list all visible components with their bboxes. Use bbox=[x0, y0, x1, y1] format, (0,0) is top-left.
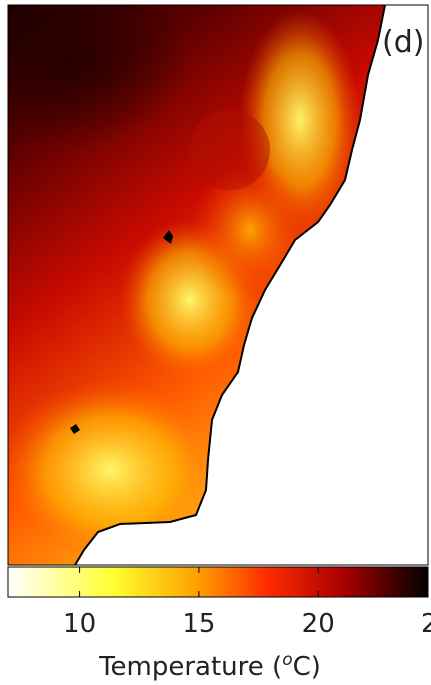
label-unit: C) bbox=[293, 652, 321, 682]
tick-label: 10 bbox=[63, 609, 96, 639]
label-text: Temperature ( bbox=[98, 652, 282, 682]
figure: (d) 10 15 20 25 Temperature (oC) bbox=[0, 0, 431, 685]
tick-label: 20 bbox=[302, 609, 335, 639]
tick-label: 15 bbox=[182, 609, 215, 639]
panel-label: (d) bbox=[382, 25, 424, 60]
tick-label: 25 bbox=[421, 609, 431, 639]
colorbar bbox=[8, 567, 428, 597]
temperature-map bbox=[0, 0, 428, 565]
label-sup: o bbox=[282, 650, 292, 670]
colorbar-label: Temperature (oC) bbox=[98, 650, 321, 682]
